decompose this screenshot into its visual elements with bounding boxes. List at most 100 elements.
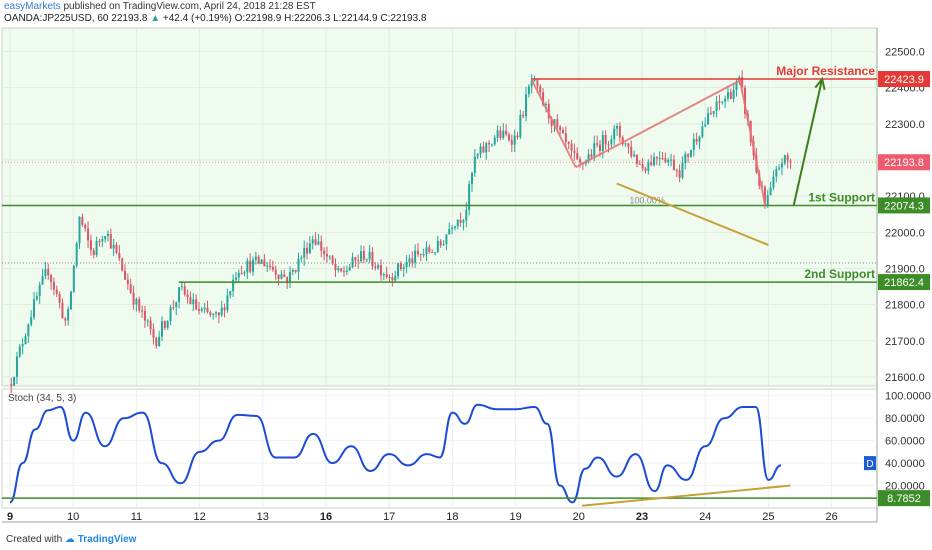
- candle-body: [726, 92, 729, 99]
- candle-body: [434, 252, 437, 254]
- candle-body: [428, 247, 431, 253]
- footer: Created with ☁ TradingView: [6, 534, 136, 545]
- candle-body: [229, 291, 232, 296]
- candle-body: [624, 143, 627, 145]
- current-price-box: [878, 154, 930, 171]
- tradingview-brand[interactable]: TradingView: [77, 534, 137, 545]
- open-key: O:: [234, 13, 246, 24]
- candle-body: [50, 275, 53, 282]
- candle-body: [195, 299, 198, 310]
- candle-body: [374, 266, 377, 269]
- candle-body: [118, 252, 121, 259]
- candle-body: [35, 296, 38, 300]
- candle-body: [414, 250, 417, 263]
- candle-body: [175, 302, 178, 308]
- candle-body: [160, 321, 163, 337]
- candle-body: [135, 299, 138, 305]
- candle-body: [269, 265, 272, 268]
- candle-body: [613, 128, 616, 140]
- candle-body: [317, 241, 320, 245]
- candle-body: [132, 292, 135, 305]
- candle-body: [772, 176, 775, 188]
- candle-body: [266, 265, 269, 267]
- candle-body: [763, 186, 766, 206]
- candle-body: [519, 114, 522, 138]
- fib-level-label: 100.00%: [629, 195, 665, 205]
- candle-body: [397, 263, 400, 277]
- low-key: L:: [333, 13, 342, 24]
- candle-body: [522, 114, 525, 117]
- candle-body: [334, 263, 337, 271]
- candle-body: [286, 277, 289, 284]
- candle-body: [618, 126, 621, 138]
- price-tick-label: 22000.0: [885, 227, 925, 239]
- candle-body: [621, 137, 624, 145]
- candle-body: [44, 269, 47, 277]
- candle-body: [712, 111, 715, 114]
- candle-body: [604, 134, 607, 145]
- candle-body: [212, 313, 215, 315]
- candle-body: [655, 157, 658, 159]
- candle-body: [596, 143, 599, 145]
- price-pane: [1, 27, 878, 387]
- candle-body: [146, 320, 149, 322]
- candle-body: [237, 272, 240, 278]
- osc-tick-label: 20.0000: [885, 481, 925, 493]
- candle-body: [152, 329, 155, 338]
- candle-body: [493, 137, 496, 145]
- candle-body: [644, 168, 647, 171]
- candle-body: [263, 259, 266, 267]
- x-tick-label: 18: [446, 511, 458, 523]
- level-price-label: 22423.9: [884, 74, 924, 86]
- candle-body: [647, 162, 650, 171]
- osc-tick-label: 100.0000: [885, 391, 931, 403]
- publisher-link[interactable]: easyMarkets: [4, 1, 61, 12]
- candle-body: [189, 297, 192, 305]
- candle-body: [240, 272, 243, 274]
- candle-body: [536, 80, 539, 87]
- candle-body: [394, 276, 397, 281]
- candle-body: [382, 274, 385, 276]
- candle-body: [69, 291, 72, 310]
- candle-body: [732, 90, 735, 100]
- candle-body: [638, 163, 641, 165]
- osc-trendline: [581, 484, 791, 507]
- candle-body: [314, 239, 317, 245]
- candle-body: [280, 274, 283, 279]
- candle-body: [789, 160, 792, 162]
- candle-body: [562, 130, 564, 134]
- candle-body: [530, 80, 533, 87]
- candle-body: [232, 279, 235, 292]
- candle-body: [186, 294, 189, 298]
- symbol-line: OANDA:JP225USD, 60 22193.8 ▲ +42.4 (+0.1…: [4, 13, 427, 24]
- candle-body: [564, 133, 567, 142]
- candle-body: [121, 258, 124, 271]
- open-value: 22198.9: [245, 13, 282, 24]
- d-badge: [864, 456, 876, 471]
- candle-body: [67, 309, 70, 321]
- candle-body: [502, 130, 505, 138]
- x-tick-label: 9: [7, 511, 13, 523]
- candle-body: [33, 299, 36, 318]
- candle-body: [351, 257, 354, 268]
- candle-body: [217, 312, 220, 316]
- candle-body: [254, 256, 257, 260]
- price-trendline: [616, 182, 769, 246]
- pattern-line: [575, 79, 741, 169]
- projection-arrow-line: [792, 78, 824, 206]
- candle-body: [47, 269, 50, 276]
- price-tick-label: 21700.0: [885, 336, 925, 348]
- candle-body: [567, 141, 570, 144]
- candle-body: [126, 279, 129, 285]
- candle-body: [707, 113, 710, 125]
- x-tick-label: 12: [193, 511, 205, 523]
- candle-body: [570, 143, 573, 151]
- candle-body: [780, 163, 783, 168]
- candle-body: [163, 321, 166, 328]
- candle-body: [172, 307, 175, 309]
- candle-body: [667, 160, 670, 163]
- candle-body: [709, 113, 712, 115]
- candle-body: [721, 101, 724, 103]
- candle-body: [505, 130, 508, 135]
